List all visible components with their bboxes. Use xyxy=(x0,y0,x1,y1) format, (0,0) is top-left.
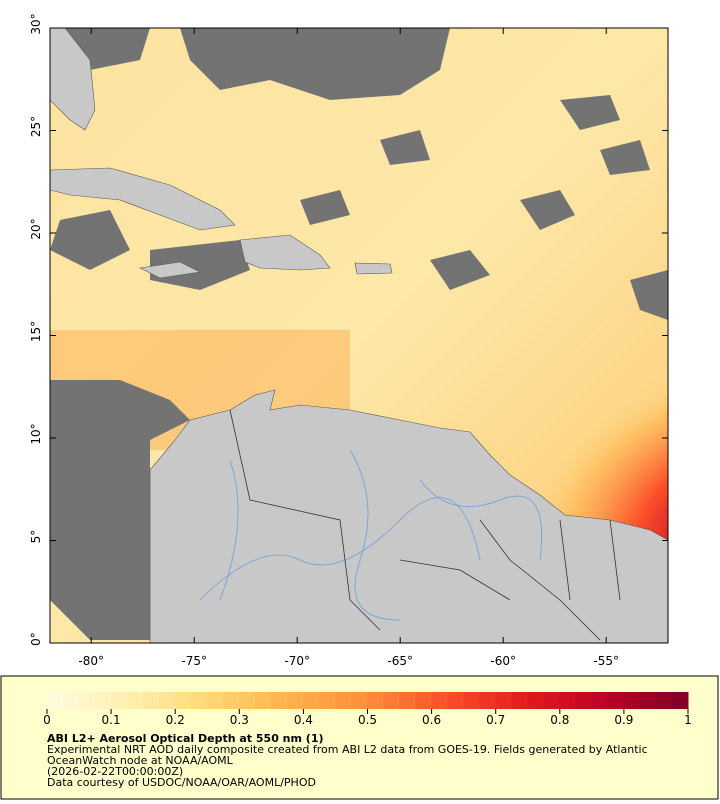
caption-title: ABI L2+ Aerosol Optical Depth at 550 nm … xyxy=(47,732,324,745)
colorbar-segment xyxy=(63,692,80,709)
lon-tick-label: -80° xyxy=(78,654,104,668)
lat-tick-label: 15° xyxy=(29,321,43,342)
colorbar-segment xyxy=(287,692,304,709)
lat-tick-label: 25° xyxy=(29,116,43,137)
colorbar-segment xyxy=(463,692,481,709)
colorbar-segment xyxy=(319,692,336,709)
colorbar-tick-label: 0 xyxy=(43,713,51,727)
lat-tick-label: 20° xyxy=(29,218,43,239)
caption-line: (2026-02-22T00:00:00Z) xyxy=(47,765,183,778)
colorbar-segment xyxy=(271,692,288,709)
colorbar-segment xyxy=(671,692,689,709)
lat-tick-label: 5° xyxy=(29,530,43,544)
colorbar-segment xyxy=(559,692,577,709)
colorbar-tick-label: 0.2 xyxy=(166,713,185,727)
clouds xyxy=(50,28,668,640)
colorbar-segment xyxy=(607,692,625,709)
map xyxy=(50,28,668,643)
colorbar-tick-label: 0.7 xyxy=(486,713,505,727)
colorbar-tick-label: 0.4 xyxy=(294,713,313,727)
caption-line: Experimental NRT AOD daily composite cre… xyxy=(47,743,648,756)
colorbar-segment xyxy=(527,692,545,709)
caption-line: OceanWatch node at NOAA/AOML xyxy=(47,754,234,767)
colorbar-segment xyxy=(591,692,609,709)
colorbar-segment xyxy=(335,692,352,709)
colorbar-segment xyxy=(127,692,144,709)
colorbar-segment xyxy=(639,692,657,709)
colorbar-segment xyxy=(655,692,673,709)
colorbar-segment xyxy=(79,692,96,709)
colorbar-segment xyxy=(367,692,385,709)
colorbar-segment xyxy=(495,692,513,709)
lon-tick-label: -70° xyxy=(284,654,310,668)
colorbar-tick-label: 0.5 xyxy=(358,713,377,727)
borders xyxy=(229,409,621,641)
lat-tick-label: 30° xyxy=(29,13,43,34)
colorbar-segment xyxy=(143,692,160,709)
colorbar-segment xyxy=(479,692,497,709)
colorbar-segment xyxy=(351,692,368,709)
land xyxy=(50,28,668,643)
lon-tick-label: -75° xyxy=(181,654,207,668)
colorbar-segment xyxy=(399,692,417,709)
colorbar-tick-label: 1 xyxy=(684,713,692,727)
colorbar-tick-label: 0.3 xyxy=(230,713,249,727)
colorbar-segment xyxy=(239,692,256,709)
caption-line: Data courtesy of USDOC/NOAA/OAR/AOML/PHO… xyxy=(47,776,316,789)
lon-tick-label: -55° xyxy=(593,654,619,668)
colorbar-segment xyxy=(207,692,224,709)
colorbar-tick-label: 0.9 xyxy=(614,713,633,727)
colorbar-tick-label: 0.1 xyxy=(102,713,121,727)
colorbar-segment xyxy=(543,692,561,709)
lon-tick-label: -65° xyxy=(387,654,413,668)
colorbar-segment xyxy=(447,692,465,709)
rivers xyxy=(199,449,543,621)
colorbar-segment xyxy=(47,692,64,709)
colorbar-tick-label: 0.6 xyxy=(422,713,441,727)
colorbar-segment xyxy=(111,692,128,709)
colorbar-segment xyxy=(95,692,112,709)
colorbar-segment xyxy=(159,692,176,709)
lon-tick-label: -60° xyxy=(490,654,516,668)
colorbar-segment xyxy=(383,692,401,709)
colorbar-segment xyxy=(223,692,240,709)
colorbar-segment xyxy=(431,692,449,709)
colorbar-segment xyxy=(191,692,208,709)
lat-tick-label: 0° xyxy=(29,632,43,646)
colorbar-segment xyxy=(175,692,192,709)
colorbar-segment xyxy=(511,692,529,709)
colorbar-segment xyxy=(575,692,593,709)
colorbar-segment xyxy=(623,692,641,709)
lat-tick-label: 10° xyxy=(29,423,43,444)
colorbar-segment xyxy=(415,692,433,709)
colorbar-tick-label: 0.8 xyxy=(550,713,569,727)
colorbar-segment xyxy=(255,692,272,709)
colorbar-segment xyxy=(303,692,320,709)
